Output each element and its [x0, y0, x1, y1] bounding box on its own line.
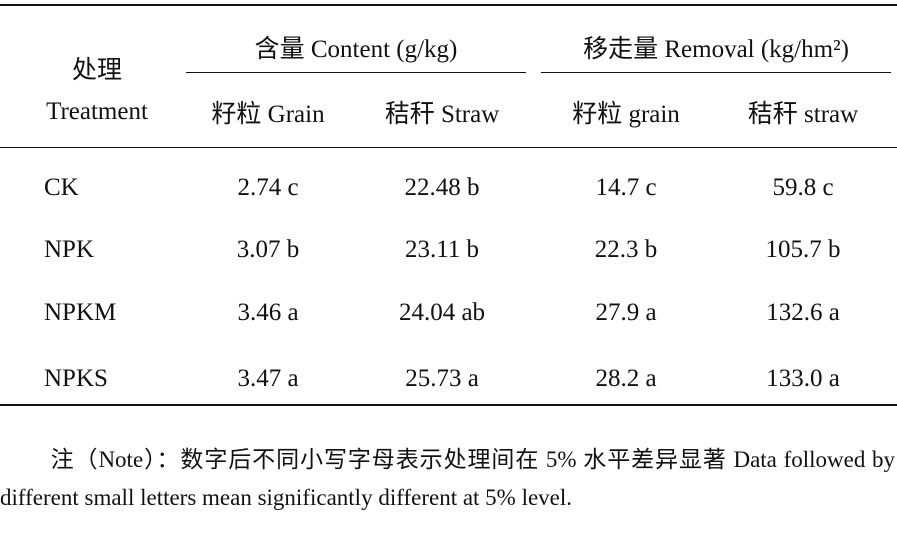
cell: 27.9 a: [595, 299, 657, 326]
column-header: 籽粒 grain: [572, 101, 680, 128]
cell: 3.07 b: [236, 236, 300, 263]
group-rule: [186, 72, 526, 73]
cell: 14.7 c: [595, 174, 657, 201]
cell: 25.73 a: [405, 365, 479, 392]
bottom-rule: [0, 404, 897, 406]
cell: 105.7 b: [765, 236, 841, 263]
cell: 23.11 b: [404, 236, 480, 263]
row-header: 处理: [71, 57, 123, 84]
table-note: 注（Note）：数字后不同小写字母表示处理间在 5% 水平差异显著 Data f…: [0, 447, 895, 510]
group-rule: [541, 72, 891, 73]
column-header: 籽粒 Grain: [211, 101, 325, 128]
cell: 59.8 c: [772, 174, 834, 201]
row-label: NPKM: [44, 299, 117, 326]
group-header: 含量 Content (g/kg): [254, 36, 458, 63]
row-label: NPK: [44, 236, 95, 263]
cell: 2.74 c: [237, 174, 299, 201]
row-label: CK: [44, 174, 79, 201]
cell: 133.0 a: [766, 365, 840, 392]
cell: 24.04 ab: [398, 299, 486, 326]
row-header: Treatment: [46, 98, 148, 125]
cell: 28.2 a: [595, 365, 657, 392]
column-header: 秸秆 Straw: [384, 101, 500, 128]
row-label: NPKS: [44, 365, 108, 392]
header-rule: [0, 147, 897, 148]
cell: 22.48 b: [404, 174, 480, 201]
cell: 3.47 a: [237, 365, 299, 392]
group-header: 移走量 Removal (kg/hm²): [583, 36, 849, 63]
top-rule: [0, 4, 897, 6]
cell: 132.6 a: [766, 299, 840, 326]
column-header: 秸秆 straw: [747, 101, 859, 128]
cell: 22.3 b: [594, 236, 658, 263]
cell: 3.46 a: [237, 299, 299, 326]
